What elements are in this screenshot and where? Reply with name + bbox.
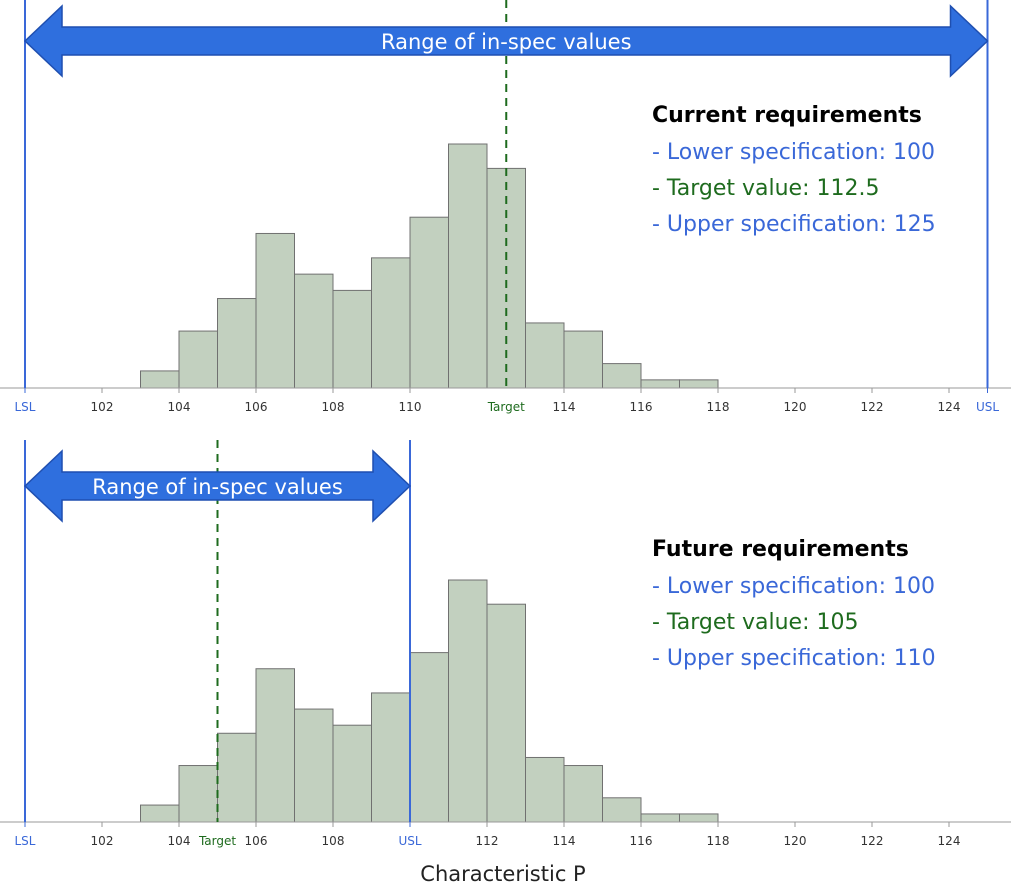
histogram-bar	[178, 765, 218, 823]
histogram-bar	[294, 708, 334, 823]
range-arrow-label: Range of in-spec values	[92, 475, 343, 499]
x-tick-label: 102	[91, 400, 114, 414]
histogram-bar	[217, 732, 257, 823]
x-tick-label: 108	[322, 834, 345, 848]
histogram-bar	[140, 804, 180, 823]
lsl-label: LSL	[15, 400, 36, 414]
histogram-bar	[409, 216, 449, 389]
usl-label: USL	[976, 400, 999, 414]
x-tick-label: 120	[784, 400, 807, 414]
histogram-bar	[140, 370, 180, 389]
histogram-bar	[217, 298, 257, 389]
x-tick-label: 116	[630, 400, 653, 414]
x-tick-label: 124	[938, 834, 961, 848]
x-tick-label: 118	[707, 400, 730, 414]
requirement-line: - Lower specification: 100	[652, 574, 935, 599]
x-tick-label: 112	[476, 834, 499, 848]
lsl-label: LSL	[15, 834, 36, 848]
requirement-line: - Target value: 105	[652, 610, 858, 635]
histogram-bar	[640, 379, 680, 389]
histogram-bar	[640, 813, 680, 823]
x-tick-label: 116	[630, 834, 653, 848]
histogram-panel-future: 102 104 106 108 112 114 116 118 120 122 124 LSL USL T…	[0, 440, 1011, 886]
histogram-bar	[255, 232, 295, 389]
x-tick-label: 124	[938, 400, 961, 414]
requirement-line: - Lower specification: 100	[652, 140, 935, 165]
x-tick-label: 120	[784, 834, 807, 848]
usl-label: USL	[398, 834, 421, 848]
histogram-bar	[679, 379, 719, 389]
histogram-bar	[679, 813, 719, 823]
x-tick-label: 122	[861, 834, 884, 848]
requirement-line: - Upper specification: 125	[652, 212, 936, 237]
histogram-bar	[602, 797, 642, 823]
histogram-bar	[332, 289, 372, 389]
requirement-line: - Target value: 112.5	[652, 176, 879, 201]
histogram-bar	[178, 330, 218, 389]
x-tick-label: 102	[91, 834, 114, 848]
histogram-bar	[525, 756, 565, 823]
histogram-bar	[294, 273, 334, 389]
range-arrow-label: Range of in-spec values	[381, 30, 632, 54]
histogram-bar	[563, 765, 603, 823]
x-tick-label: 108	[322, 400, 345, 414]
histogram-bar	[371, 692, 411, 823]
histogram-bar	[602, 363, 642, 389]
x-tick-label: 114	[553, 834, 576, 848]
x-tick-label: 104	[168, 400, 191, 414]
histogram-bar	[448, 579, 488, 823]
histogram-bar	[332, 724, 372, 823]
histogram-bar	[525, 322, 565, 389]
x-tick-label: 104	[168, 834, 191, 848]
target-label: Target	[198, 834, 236, 848]
range-arrow	[23, 449, 412, 523]
target-label: Target	[487, 400, 525, 414]
histogram-bar	[448, 143, 488, 389]
x-tick-label: 106	[245, 400, 268, 414]
x-tick-label: 110	[399, 400, 422, 414]
x-tick-label: 106	[245, 834, 268, 848]
histogram-bar	[409, 652, 449, 823]
histogram-bar	[563, 330, 603, 389]
requirement-line: - Upper specification: 110	[652, 646, 936, 671]
requirements-title: Current requirements	[652, 103, 922, 128]
x-axis-title: Characteristic P	[420, 862, 585, 886]
x-tick-label: 122	[861, 400, 884, 414]
histogram-bar	[371, 257, 411, 389]
histogram-bar	[255, 668, 295, 823]
range-arrow	[23, 4, 989, 78]
x-tick-label: 114	[553, 400, 576, 414]
histogram-panel-current: 102 104 106 108 110 114 116 118 120 122 124 LSL USL T…	[0, 0, 1011, 414]
x-tick-label: 118	[707, 834, 730, 848]
histogram-bar	[486, 603, 526, 823]
requirements-title: Future requirements	[652, 537, 909, 562]
